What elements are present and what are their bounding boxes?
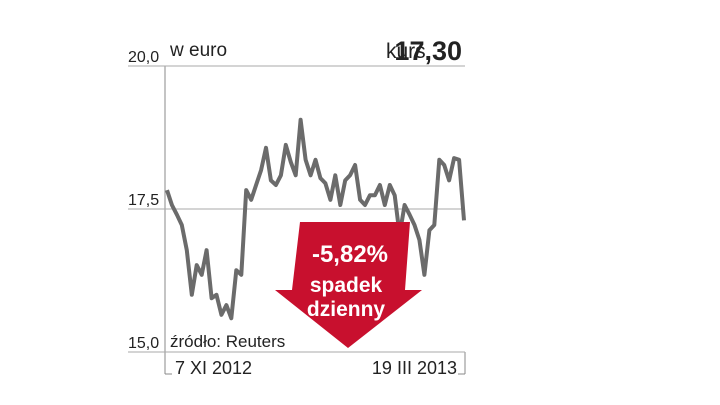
change-text: spadek bbox=[310, 274, 383, 297]
arrow bbox=[275, 222, 422, 348]
y-tick-label: 20,0 bbox=[128, 49, 159, 66]
x-tick-label: 7 XI 2012 bbox=[175, 358, 252, 378]
y-tick-label: 17,5 bbox=[128, 192, 159, 209]
line bbox=[165, 117, 466, 321]
price-label: kurs bbox=[386, 40, 426, 63]
price: 17,30 bbox=[394, 36, 462, 66]
source: źródło: Reuters bbox=[170, 332, 285, 351]
plot: 20,0 17,5 15,0 bbox=[128, 49, 466, 353]
y-tick-label: 15,0 bbox=[128, 335, 159, 352]
change: -5,82% bbox=[312, 241, 388, 268]
x-tick-label: 19 III 2013 bbox=[372, 358, 457, 378]
subtitle: w euro bbox=[169, 40, 227, 61]
change-text: dzienny bbox=[307, 298, 385, 321]
